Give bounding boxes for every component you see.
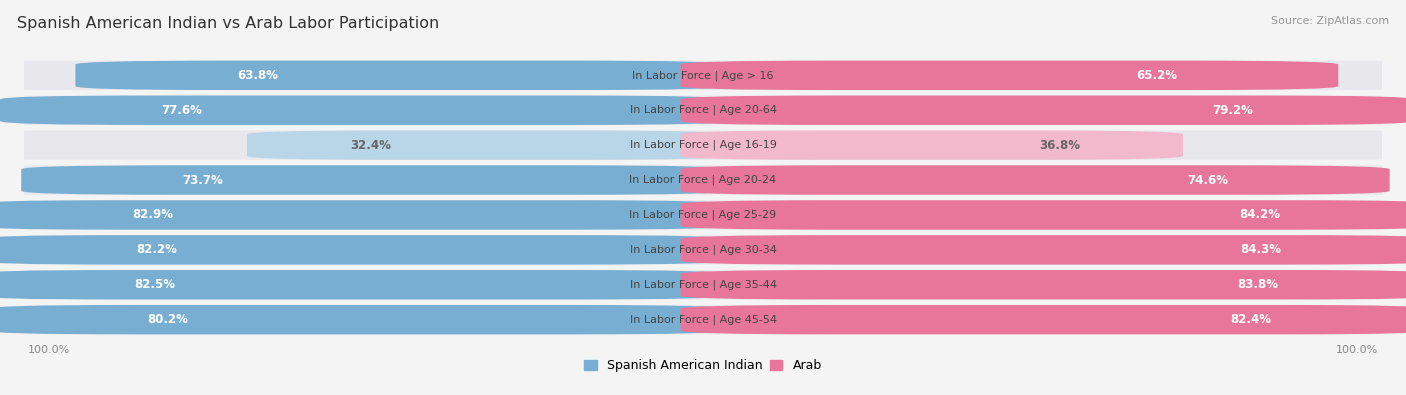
Text: In Labor Force | Age 25-29: In Labor Force | Age 25-29 <box>630 210 776 220</box>
Text: 63.8%: 63.8% <box>236 69 278 82</box>
FancyBboxPatch shape <box>24 305 1382 334</box>
Text: In Labor Force | Age > 16: In Labor Force | Age > 16 <box>633 70 773 81</box>
Text: 82.5%: 82.5% <box>135 278 176 291</box>
FancyBboxPatch shape <box>24 96 1382 125</box>
Text: In Labor Force | Age 20-64: In Labor Force | Age 20-64 <box>630 105 776 115</box>
Text: 32.4%: 32.4% <box>350 139 391 152</box>
FancyBboxPatch shape <box>24 166 1382 195</box>
FancyBboxPatch shape <box>21 166 725 195</box>
Text: 74.6%: 74.6% <box>1187 173 1229 186</box>
Text: 79.2%: 79.2% <box>1212 104 1253 117</box>
FancyBboxPatch shape <box>0 305 725 335</box>
FancyBboxPatch shape <box>76 60 725 90</box>
Text: 83.8%: 83.8% <box>1237 278 1278 291</box>
FancyBboxPatch shape <box>0 235 725 265</box>
Text: In Labor Force | Age 16-19: In Labor Force | Age 16-19 <box>630 140 776 150</box>
FancyBboxPatch shape <box>681 270 1406 299</box>
Text: 84.2%: 84.2% <box>1240 209 1281 222</box>
FancyBboxPatch shape <box>681 130 1182 160</box>
Text: 82.4%: 82.4% <box>1230 313 1271 326</box>
FancyBboxPatch shape <box>681 305 1406 335</box>
FancyBboxPatch shape <box>681 235 1406 265</box>
Text: 73.7%: 73.7% <box>183 173 224 186</box>
Text: Spanish American Indian vs Arab Labor Participation: Spanish American Indian vs Arab Labor Pa… <box>17 16 439 31</box>
FancyBboxPatch shape <box>24 61 1382 90</box>
Text: 84.3%: 84.3% <box>1240 243 1281 256</box>
FancyBboxPatch shape <box>24 270 1382 299</box>
FancyBboxPatch shape <box>247 130 725 160</box>
Text: In Labor Force | Age 30-34: In Labor Force | Age 30-34 <box>630 245 776 255</box>
Text: 65.2%: 65.2% <box>1136 69 1177 82</box>
Text: Source: ZipAtlas.com: Source: ZipAtlas.com <box>1271 16 1389 26</box>
Text: 82.9%: 82.9% <box>132 209 173 222</box>
FancyBboxPatch shape <box>681 96 1406 125</box>
FancyBboxPatch shape <box>24 200 1382 229</box>
FancyBboxPatch shape <box>681 166 1389 195</box>
FancyBboxPatch shape <box>0 96 725 125</box>
FancyBboxPatch shape <box>24 131 1382 160</box>
Text: 100.0%: 100.0% <box>1336 345 1378 355</box>
FancyBboxPatch shape <box>681 200 1406 229</box>
FancyBboxPatch shape <box>24 235 1382 264</box>
Text: 80.2%: 80.2% <box>148 313 188 326</box>
Legend: Spanish American Indian, Arab: Spanish American Indian, Arab <box>579 354 827 377</box>
Text: 36.8%: 36.8% <box>1039 139 1080 152</box>
Text: In Labor Force | Age 35-44: In Labor Force | Age 35-44 <box>630 280 776 290</box>
Text: 82.2%: 82.2% <box>136 243 177 256</box>
Text: 100.0%: 100.0% <box>28 345 70 355</box>
FancyBboxPatch shape <box>681 60 1339 90</box>
Text: In Labor Force | Age 45-54: In Labor Force | Age 45-54 <box>630 314 776 325</box>
FancyBboxPatch shape <box>0 270 725 299</box>
Text: In Labor Force | Age 20-24: In Labor Force | Age 20-24 <box>630 175 776 185</box>
FancyBboxPatch shape <box>0 200 725 229</box>
Text: 77.6%: 77.6% <box>162 104 202 117</box>
